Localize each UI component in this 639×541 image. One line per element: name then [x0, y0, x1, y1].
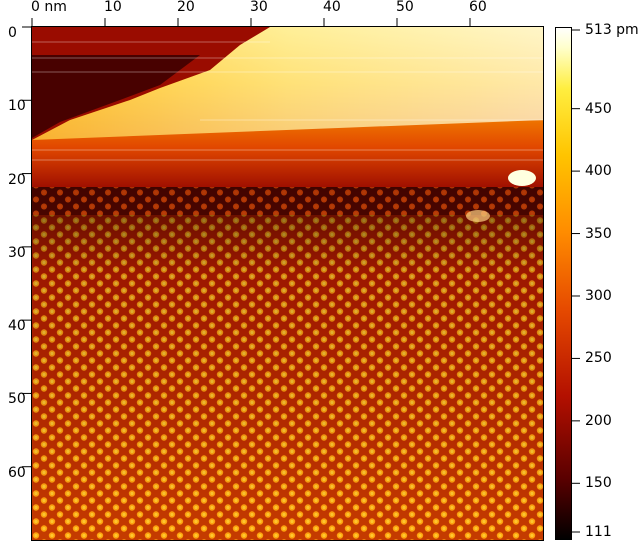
colorbar-tick-label: 400	[585, 163, 612, 180]
colorbar-tick-label: 111	[585, 524, 612, 540]
x-tick-label: 40	[323, 0, 341, 15]
colorbar-tick-label: 450	[585, 100, 612, 117]
x-tick-label: 0 nm	[31, 0, 67, 15]
x-tick-label: 20	[177, 0, 195, 15]
x-tick-label: 10	[104, 0, 122, 15]
y-tick-label: 60	[8, 464, 26, 481]
y-tick-label: 30	[8, 244, 26, 261]
afm-scan-image	[32, 27, 543, 540]
colorbar-tick-label: 150	[585, 475, 612, 492]
colorbar-tick-label: 350	[585, 225, 612, 242]
colorbar	[555, 27, 572, 540]
x-tick-label: 50	[396, 0, 414, 15]
colorbar-tick-label: 300	[585, 287, 612, 304]
x-tick-label: 60	[469, 0, 487, 15]
y-tick-label: 20	[8, 171, 26, 188]
x-tick-label: 30	[250, 0, 268, 15]
y-tick-label: 50	[8, 391, 26, 408]
colorbar-tick-label: 200	[585, 412, 612, 429]
y-tick-label: 10	[8, 98, 26, 115]
y-tick-label: 0	[8, 25, 17, 41]
y-tick-label: 40	[8, 318, 26, 335]
y-axis-ticks	[22, 26, 32, 468]
colorbar-ticks	[572, 29, 580, 533]
colorbar-tick-label: 250	[585, 350, 612, 367]
colorbar-tick-label: 513 pm	[585, 22, 639, 38]
x-axis-ticks	[31, 18, 471, 27]
